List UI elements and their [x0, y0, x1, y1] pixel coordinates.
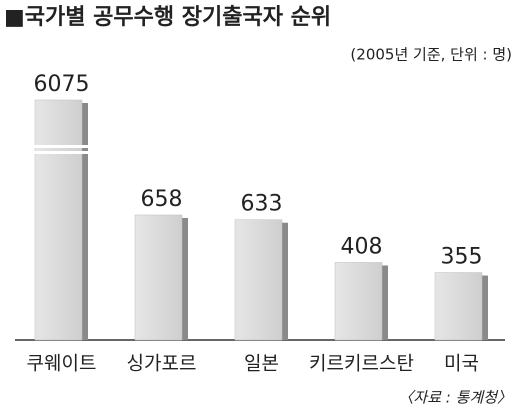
value-label: 355	[441, 245, 483, 270]
x-tick-label: 싱가포르	[127, 353, 197, 375]
value-label: 408	[341, 234, 383, 259]
value-label: 6075	[34, 72, 90, 97]
bar-side	[382, 265, 388, 340]
bar-side	[82, 103, 88, 340]
bar	[334, 262, 383, 341]
value-label: 633	[241, 192, 283, 217]
x-tick-label: 키르키르스탄	[309, 353, 414, 375]
value-label: 658	[141, 187, 183, 212]
chart-subtitle: (2005년 기준, 단위 : 명)	[350, 46, 512, 64]
bar-side	[282, 222, 288, 340]
bar	[434, 272, 483, 341]
bar	[134, 214, 183, 341]
bar	[34, 99, 83, 341]
x-tick-label: 쿠웨이트	[27, 353, 97, 375]
x-tick-label: 일본	[244, 353, 279, 375]
source-note: 〈자료 : 통계청〉	[398, 389, 512, 407]
chart-title: ■국가별 공무수행 장기출국자 순위	[4, 5, 331, 30]
bar-side	[482, 275, 488, 340]
axis-break	[33, 151, 90, 154]
bar-side	[182, 217, 188, 340]
x-tick-label: 미국	[444, 353, 479, 375]
bar	[234, 219, 283, 341]
axis-break	[33, 145, 90, 148]
